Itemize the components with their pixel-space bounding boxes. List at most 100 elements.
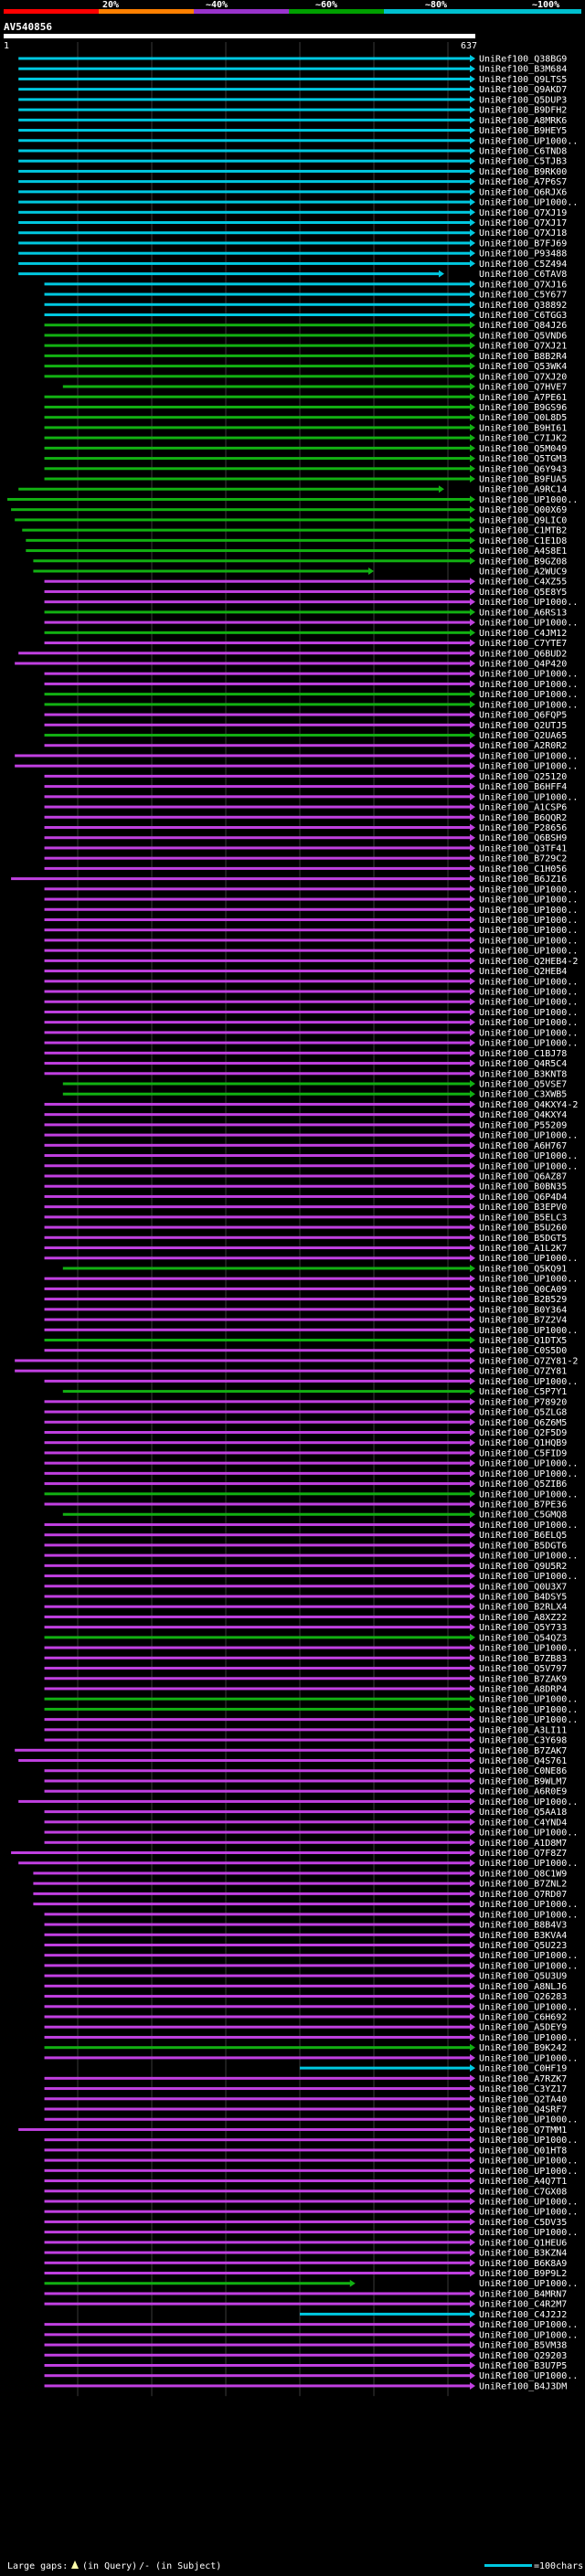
hit-label[interactable]: UniRef100_Q6Z6M5 — [479, 1418, 567, 1428]
hit-label[interactable]: UniRef100_Q7XJ19 — [479, 208, 567, 218]
hit-label[interactable]: UniRef100_C6TAV8 — [479, 270, 567, 280]
hit-label[interactable]: UniRef100_B3EPV0 — [479, 1203, 567, 1213]
hit-label[interactable]: UniRef100_B7ZAK9 — [479, 1674, 567, 1684]
hit-label[interactable]: UniRef100_Q5DUP3 — [479, 95, 567, 105]
hit-label[interactable]: UniRef100_Q6AZ87 — [479, 1171, 567, 1182]
hit-label[interactable]: UniRef100_C6H692 — [479, 2013, 567, 2023]
hit-label[interactable]: UniRef100_UP1000.. — [479, 1900, 578, 1910]
hit-label[interactable]: UniRef100_UP1000.. — [479, 2228, 578, 2238]
hit-label[interactable]: UniRef100_Q01HT8 — [479, 2146, 567, 2156]
hit-label[interactable]: UniRef100_Q9U5R2 — [479, 1562, 567, 1572]
hit-label[interactable]: UniRef100_C5Y677 — [479, 291, 567, 301]
hit-label[interactable]: UniRef100_Q5VSE7 — [479, 1080, 567, 1090]
hit-label[interactable]: UniRef100_UP1000.. — [479, 1008, 578, 1018]
hit-label[interactable]: UniRef100_A4S8E1 — [479, 546, 567, 557]
hit-label[interactable]: UniRef100_C6TND8 — [479, 146, 567, 156]
hit-label[interactable]: UniRef100_UP1000.. — [479, 1161, 578, 1171]
hit-label[interactable]: UniRef100_UP1000.. — [479, 2167, 578, 2177]
hit-label[interactable]: UniRef100_A5DEY9 — [479, 2023, 567, 2033]
hit-label[interactable]: UniRef100_Q5KQ91 — [479, 1264, 567, 1274]
hit-label[interactable]: UniRef100_Q7TMM1 — [479, 2125, 567, 2136]
hit-label[interactable]: UniRef100_B6ELQ5 — [479, 1531, 567, 1541]
hit-label[interactable]: UniRef100_UP1000.. — [479, 1961, 578, 1971]
hit-label[interactable]: UniRef100_C5DV35 — [479, 2218, 567, 2228]
hit-label[interactable]: UniRef100_Q9LTS5 — [479, 75, 567, 85]
hit-label[interactable]: UniRef100_UP1000.. — [479, 885, 578, 895]
hit-label[interactable]: UniRef100_Q26283 — [479, 1992, 567, 2002]
hit-label[interactable]: UniRef100_Q54QZ3 — [479, 1633, 567, 1643]
hit-label[interactable]: UniRef100_B0Y364 — [479, 1305, 567, 1315]
hit-label[interactable]: UniRef100_UP1000.. — [479, 1275, 578, 1285]
hit-label[interactable]: UniRef100_B9DFH2 — [479, 106, 567, 116]
hit-label[interactable]: UniRef100_Q0L8D5 — [479, 413, 567, 423]
hit-label[interactable]: UniRef100_UP1000.. — [479, 792, 578, 802]
hit-label[interactable]: UniRef100_B729C2 — [479, 854, 567, 864]
hit-label[interactable]: UniRef100_UP1000.. — [479, 1829, 578, 1839]
hit-label[interactable]: UniRef100_UP1000.. — [479, 1715, 578, 1725]
hit-label[interactable]: UniRef100_B9RK00 — [479, 167, 567, 177]
hit-label[interactable]: UniRef100_B6JZ16 — [479, 875, 567, 885]
hit-label[interactable]: UniRef100_Q0CA09 — [479, 1285, 567, 1295]
hit-label[interactable]: UniRef100_UP1000.. — [479, 1377, 578, 1387]
hit-label[interactable]: UniRef100_Q5U223 — [479, 1941, 567, 1951]
hit-label[interactable]: UniRef100_C0NE86 — [479, 1766, 567, 1776]
hit-label[interactable]: UniRef100_UP1000.. — [479, 896, 578, 906]
hit-label[interactable]: UniRef100_C4XZ55 — [479, 578, 567, 588]
hit-label[interactable]: UniRef100_C3Y698 — [479, 1736, 567, 1746]
hit-label[interactable]: UniRef100_Q7XJ21 — [479, 342, 567, 352]
hit-label[interactable]: UniRef100_Q5M049 — [479, 444, 567, 454]
hit-label[interactable]: UniRef100_A1CSP6 — [479, 803, 567, 813]
hit-label[interactable]: UniRef100_B5DGT5 — [479, 1234, 567, 1244]
hit-label[interactable]: UniRef100_UP1000.. — [479, 1326, 578, 1336]
hit-label[interactable]: UniRef100_Q5VND6 — [479, 331, 567, 341]
hit-label[interactable]: UniRef100_A6RS13 — [479, 608, 567, 618]
hit-label[interactable]: UniRef100_UP1000.. — [479, 2033, 578, 2043]
hit-label[interactable]: UniRef100_B7PE36 — [479, 1500, 567, 1511]
hit-label[interactable]: UniRef100_C4J2J2 — [479, 2310, 567, 2320]
hit-label[interactable]: UniRef100_B6QQR2 — [479, 813, 567, 823]
hit-label[interactable]: UniRef100_Q6BUD2 — [479, 649, 567, 659]
hit-label[interactable]: UniRef100_UP1000.. — [479, 690, 578, 700]
hit-label[interactable]: UniRef100_C4R2M7 — [479, 2300, 567, 2310]
hit-label[interactable]: UniRef100_Q4KXY4-2 — [479, 1100, 578, 1110]
hit-label[interactable]: UniRef100_C7GX08 — [479, 2187, 567, 2197]
hit-label[interactable]: UniRef100_Q4SRF7 — [479, 2105, 567, 2115]
hit-label[interactable]: UniRef100_Q84J26 — [479, 321, 567, 331]
hit-label[interactable]: UniRef100_UP1000.. — [479, 598, 578, 608]
hit-label[interactable]: UniRef100_B8B4V3 — [479, 1921, 567, 1931]
hit-label[interactable]: UniRef100_A2R0R2 — [479, 741, 567, 751]
hit-label[interactable]: UniRef100_Q7XJ16 — [479, 280, 567, 290]
hit-label[interactable]: UniRef100_Q2TA40 — [479, 2094, 567, 2104]
hit-label[interactable]: UniRef100_UP1000.. — [479, 2330, 578, 2340]
hit-label[interactable]: UniRef100_UP1000.. — [479, 1951, 578, 1961]
hit-label[interactable]: UniRef100_UP1000.. — [479, 988, 578, 998]
hit-label[interactable]: UniRef100_Q4R5C4 — [479, 1059, 567, 1069]
hit-label[interactable]: UniRef100_C5P7Y1 — [479, 1387, 567, 1397]
hit-label[interactable]: UniRef100_UP1000.. — [479, 1469, 578, 1479]
hit-label[interactable]: UniRef100_B9FUA5 — [479, 475, 567, 485]
hit-label[interactable]: UniRef100_Q5Y733 — [479, 1623, 567, 1633]
hit-label[interactable]: UniRef100_B2RLX4 — [479, 1603, 567, 1613]
hit-label[interactable]: UniRef100_C5FID9 — [479, 1448, 567, 1458]
hit-label[interactable]: UniRef100_C7IJK2 — [479, 434, 567, 444]
hit-label[interactable]: UniRef100_B9WLM7 — [479, 1776, 567, 1786]
hit-label[interactable]: UniRef100_Q2F5D9 — [479, 1428, 567, 1438]
hit-label[interactable]: UniRef100_Q6RJX6 — [479, 187, 567, 197]
hit-label[interactable]: UniRef100_Q5E8Y5 — [479, 588, 567, 598]
hit-label[interactable]: UniRef100_UP1000.. — [479, 680, 578, 690]
hit-label[interactable]: UniRef100_Q1DTX5 — [479, 1336, 567, 1346]
hit-label[interactable]: UniRef100_Q8C1W9 — [479, 1869, 567, 1879]
hit-label[interactable]: UniRef100_Q7RD07 — [479, 1890, 567, 1900]
hit-label[interactable]: UniRef100_UP1000.. — [479, 906, 578, 916]
hit-label[interactable]: UniRef100_B5DGT6 — [479, 1541, 567, 1551]
hit-label[interactable]: UniRef100_C3YZ17 — [479, 2084, 567, 2094]
hit-label[interactable]: UniRef100_B5ELC3 — [479, 1213, 567, 1223]
hit-label[interactable]: UniRef100_Q0U3X7 — [479, 1582, 567, 1592]
hit-label[interactable]: UniRef100_A8DRP4 — [479, 1684, 567, 1694]
hit-label[interactable]: UniRef100_B5U260 — [479, 1224, 567, 1234]
hit-label[interactable]: UniRef100_UP1000.. — [479, 2115, 578, 2125]
hit-label[interactable]: UniRef100_UP1000.. — [479, 926, 578, 936]
hit-label[interactable]: UniRef100_Q00X69 — [479, 505, 567, 515]
hit-label[interactable]: UniRef100_Q2HEB4-2 — [479, 957, 578, 967]
hit-label[interactable]: UniRef100_UP1000.. — [479, 1039, 578, 1049]
